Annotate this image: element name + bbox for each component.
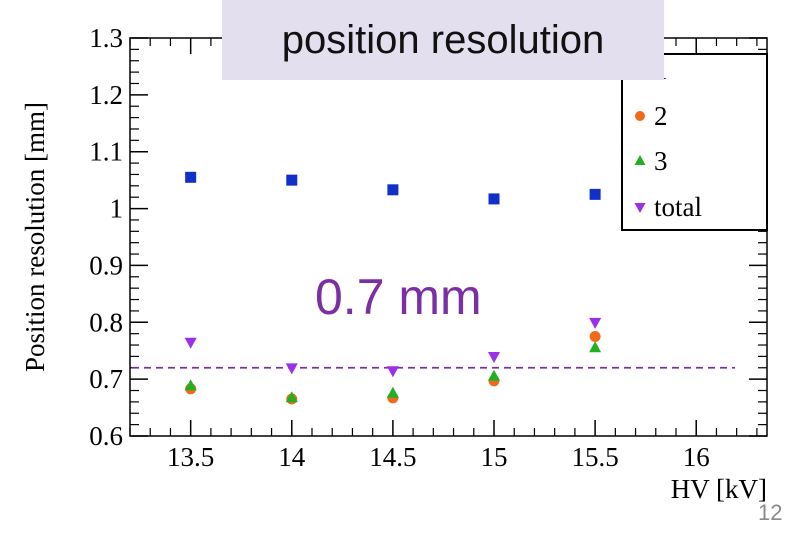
legend-label: 3 <box>654 146 668 176</box>
page-number: 12 <box>758 500 783 525</box>
data-point-series-total <box>386 366 399 378</box>
x-tick-label: 14 <box>278 442 306 472</box>
data-point-series-total <box>184 337 197 349</box>
x-tick-label: 15 <box>481 442 508 472</box>
y-tick-label: 0.7 <box>89 364 123 394</box>
y-tick-label: 0.6 <box>89 421 123 451</box>
slide-title-banner: position resolution <box>222 0 664 80</box>
x-tick-label: 14.5 <box>369 442 416 472</box>
x-axis-label: HV [kV] <box>671 474 767 504</box>
x-tick-label: 15.5 <box>571 442 618 472</box>
data-point-series-1 <box>589 188 601 200</box>
data-point-series-1 <box>387 184 399 196</box>
y-tick-label: 0.8 <box>89 307 123 337</box>
data-point-series-1 <box>185 171 197 183</box>
legend-label: 2 <box>654 101 668 131</box>
legend-marker-total <box>634 203 646 213</box>
axis-ticks: 13.5 14 14.5 15 15.5 16 0.6 0.7 0.8 0.9 1 1.1 1.2 1.3 <box>89 23 767 472</box>
y-tick-label: 1.2 <box>89 80 123 110</box>
data-point-series-total <box>589 317 602 329</box>
data-point-series-total <box>285 363 298 375</box>
x-tick-label: 13.5 <box>167 442 214 472</box>
data-point-series-2 <box>589 331 601 342</box>
y-axis-label: Position resolution [mm] <box>20 102 50 372</box>
legend: 123total <box>621 53 768 231</box>
y-tick-label: 1 <box>110 194 124 224</box>
data-point-series-3 <box>589 341 602 353</box>
data-point-series-1 <box>488 193 500 205</box>
data-point-series-3 <box>386 386 399 398</box>
data-points <box>184 171 602 405</box>
annotation-text: 0.7 mm <box>315 269 482 325</box>
data-point-series-3 <box>285 391 298 403</box>
data-point-series-3 <box>487 369 501 381</box>
data-point-series-3 <box>184 379 197 391</box>
x-tick-label: 16 <box>683 442 710 472</box>
legend-label: total <box>654 192 702 222</box>
data-point-series-total <box>487 352 501 363</box>
y-tick-label: 0.9 <box>89 250 123 280</box>
y-tick-label: 1.3 <box>89 23 123 53</box>
slide-title: position resolution <box>281 17 605 62</box>
legend-marker-3 <box>634 155 646 165</box>
legend-marker-2 <box>635 111 645 121</box>
data-point-series-1 <box>286 174 298 186</box>
legend-box <box>621 53 768 231</box>
y-tick-label: 1.1 <box>89 137 123 167</box>
